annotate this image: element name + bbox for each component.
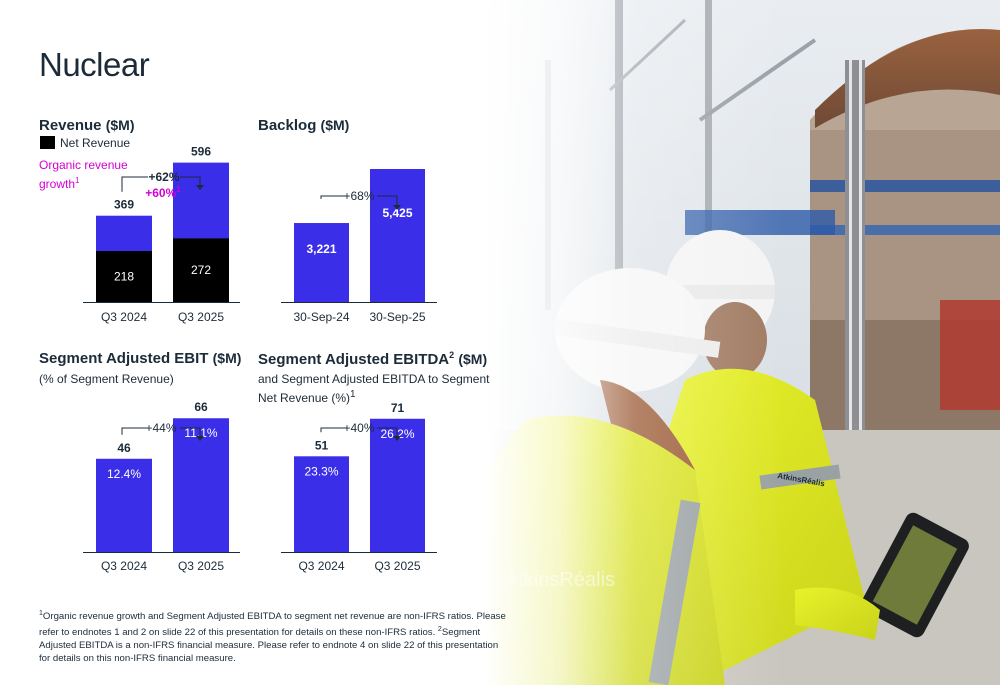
revenue-net-bar-2 <box>173 238 229 302</box>
ebit-bar-2 <box>173 418 229 552</box>
backlog-unit: ($M) <box>320 117 350 133</box>
revenue-growth-connector-left <box>121 176 148 192</box>
ebitda-growth-connector-left <box>320 427 347 433</box>
ebitda-bar-2 <box>370 418 425 552</box>
footnote-sup-2: 2 <box>437 626 442 634</box>
backlog-category-label-2: 30-Sep-25 <box>369 310 425 324</box>
ebitda-category-label-1: Q3 2024 <box>298 559 344 573</box>
ebit-growth-connector-left <box>121 427 148 435</box>
ebitda-category-label-2: Q3 2025 <box>374 559 420 573</box>
revenue-value-label-2: 596 <box>191 145 211 159</box>
ebitda-subtitle: and Segment Adjusted EBITDA to Segment N… <box>258 371 489 406</box>
backlog-growth-connector-right <box>377 195 398 206</box>
revenue-unit: ($M) <box>105 117 135 133</box>
footnote-text-1: Organic revenue growth and Segment Adjus… <box>39 611 506 639</box>
revenue-net-bar-1 <box>96 251 152 302</box>
ebitda-bar-1 <box>294 456 349 552</box>
organic-growth-legend-line1: Organic revenue <box>39 158 128 172</box>
net-revenue-legend-swatch <box>40 136 55 149</box>
footnote: 1Organic revenue growth and Segment Adju… <box>39 607 509 665</box>
footnote-sup-1: 1 <box>39 610 43 617</box>
revenue-growth-label: +62% <box>148 170 179 184</box>
ebitda-growth-label: +40% <box>343 421 374 435</box>
organic-growth-legend-sup: 1 <box>75 176 80 185</box>
ebit-title-text: Segment Adjusted EBIT <box>39 350 209 367</box>
ebit-pct-label-1: 12.4% <box>107 467 141 481</box>
ebitda-subtitle-line1: and Segment Adjusted EBITDA to Segment <box>258 372 490 386</box>
revenue-category-label-2: Q3 2025 <box>178 310 224 324</box>
ebitda-value-label-2: 71 <box>391 401 405 415</box>
ebit-growth-connector-right <box>180 427 201 437</box>
revenue-net-value-label-1: 218 <box>114 270 134 284</box>
ebit-unit: ($M) <box>212 350 242 366</box>
ebit-chart-title: Segment Adjusted EBIT ($M) <box>39 350 241 367</box>
backlog-title-text: Backlog <box>258 117 317 134</box>
photo-illustration: AtkinsRéalis AtkinsRéalis <box>485 0 1000 685</box>
ebit-growth-label: +44% <box>145 421 176 435</box>
revenue-category-label-1: Q3 2024 <box>101 310 147 324</box>
ebit-category-label-1: Q3 2024 <box>101 559 147 573</box>
ebitda-growth-connector-right <box>377 427 398 437</box>
ebitda-pct-label-2: 26.2% <box>380 427 414 441</box>
revenue-title-text: Revenue <box>39 117 102 134</box>
nuclear-site-photo: AtkinsRéalis AtkinsRéalis 9 <box>485 0 1000 685</box>
backlog-chart-title: Backlog ($M) <box>258 117 349 134</box>
revenue-value-label-1: 369 <box>114 198 134 212</box>
ebitda-subtitle-line2: Net Revenue (%) <box>258 391 351 405</box>
revenue-chart-title: Revenue ($M) <box>39 117 134 134</box>
revenue-organic-growth-label: +60%1 <box>145 185 181 200</box>
ebit-subtitle: (% of Segment Revenue) <box>39 372 174 386</box>
ebit-pct-label-2: 11.1% <box>184 426 217 440</box>
ebitda-growth-arrowhead <box>393 436 401 441</box>
footnote-text-2: Segment Adjusted EBITDA is a non-IFRS fi… <box>39 627 499 665</box>
ebit-value-label-2: 66 <box>194 400 208 414</box>
ebitda-title-sup: 2 <box>449 350 455 360</box>
backlog-growth-label: +68% <box>343 189 374 203</box>
revenue-organic-growth-sup: 1 <box>176 185 181 194</box>
ebitda-value-label-1: 51 <box>315 438 329 452</box>
ebit-bar-1 <box>96 458 152 552</box>
backlog-value-label-2: 5,425 <box>382 206 412 220</box>
organic-growth-legend: Organic revenue growth1 <box>39 157 128 192</box>
ebit-category-label-2: Q3 2025 <box>178 559 224 573</box>
revenue-growth-connector-right <box>180 176 201 186</box>
ebitda-chart-title: Segment Adjusted EBITDA2 ($M) <box>258 350 487 368</box>
ebit-value-label-1: 46 <box>117 441 131 455</box>
photo-watermark: AtkinsRéalis <box>505 569 615 591</box>
backlog-growth-arrowhead <box>393 205 401 210</box>
page-title: Nuclear <box>39 46 150 83</box>
ebitda-subtitle-sup: 1 <box>350 389 356 400</box>
backlog-growth-connector-left <box>320 195 347 200</box>
backlog-bar-1 <box>294 223 349 302</box>
backlog-value-label-1: 3,221 <box>306 242 336 256</box>
ebit-growth-arrowhead <box>196 436 204 441</box>
ebitda-unit: ($M) <box>458 351 488 367</box>
organic-growth-legend-line2: growth <box>39 177 76 191</box>
backlog-category-label-1: 30-Sep-24 <box>293 310 349 324</box>
ebitda-pct-label-1: 23.3% <box>304 464 338 478</box>
charts-canvas: 218 369 Q3 2024 272 596 Q3 2025 +62%+60%1 3,221… <box>83 145 437 573</box>
backlog-bar-2 <box>370 169 425 302</box>
revenue-growth-arrowhead <box>196 185 204 190</box>
revenue-net-value-label-2: 272 <box>191 263 211 277</box>
net-revenue-legend-label: Net Revenue <box>60 136 131 150</box>
ebitda-title-text: Segment Adjusted EBITDA <box>258 351 450 368</box>
